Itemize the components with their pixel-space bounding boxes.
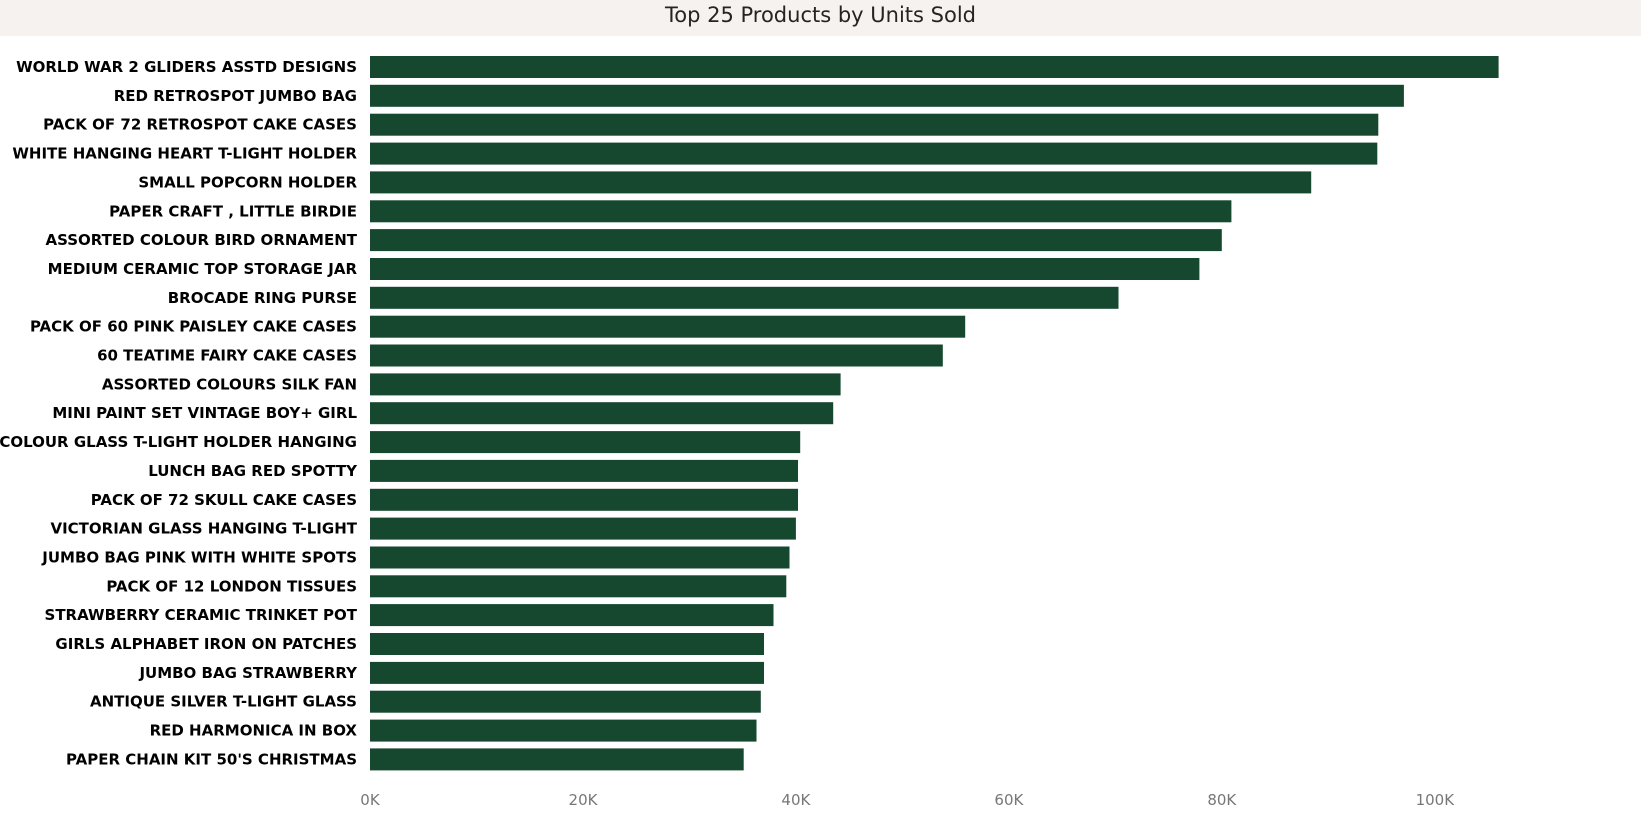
category-label: PACK OF 72 RETROSPOT CAKE CASES xyxy=(43,116,357,134)
bar[interactable] xyxy=(370,517,796,540)
bar[interactable] xyxy=(370,633,764,655)
x-tick-label: 80K xyxy=(1207,791,1237,809)
category-label: PAPER CRAFT , LITTLE BIRDIE xyxy=(109,202,357,220)
x-axis-ticks-group: 0K 20K 40K 60K 80K 100K xyxy=(360,791,1455,809)
bar[interactable] xyxy=(370,258,1200,280)
bar[interactable] xyxy=(370,84,1404,107)
bars-group xyxy=(370,56,1499,771)
category-label: RED RETROSPOT JUMBO BAG xyxy=(114,87,357,105)
bar[interactable] xyxy=(370,575,787,598)
bar[interactable] xyxy=(370,113,1379,136)
bar[interactable] xyxy=(370,719,757,742)
category-label: JUMBO BAG STRAWBERRY xyxy=(138,664,358,682)
category-label: RED HARMONICA IN BOX xyxy=(150,722,358,740)
category-label: VICTORIAN GLASS HANGING T-LIGHT xyxy=(50,520,357,538)
category-label: ASSORTED COLOURS SILK FAN xyxy=(102,375,357,393)
bar[interactable] xyxy=(370,344,943,367)
category-label: 60 TEATIME FAIRY CAKE CASES xyxy=(97,347,357,365)
category-label: PACK OF 72 SKULL CAKE CASES xyxy=(91,491,357,509)
bar[interactable] xyxy=(370,661,764,684)
x-tick-label: 60K xyxy=(994,791,1024,809)
category-label: STRAWBERRY CERAMIC TRINKET POT xyxy=(45,606,358,624)
bar[interactable] xyxy=(370,604,774,627)
x-tick-label: 40K xyxy=(781,791,811,809)
bar[interactable] xyxy=(370,315,966,338)
category-label: PACK OF 12 LONDON TISSUES xyxy=(106,577,357,595)
bar[interactable] xyxy=(370,546,790,569)
bar[interactable] xyxy=(370,56,1499,78)
category-label: WORLD WAR 2 GLIDERS ASSTD DESIGNS xyxy=(16,58,357,76)
bar[interactable] xyxy=(370,171,1312,194)
category-label: PACK OF 60 PINK PAISLEY CAKE CASES xyxy=(30,318,357,336)
bar[interactable] xyxy=(370,286,1119,309)
category-label: WHITE HANGING HEART T-LIGHT HOLDER xyxy=(12,145,357,163)
chart-title: Top 25 Products by Units Sold xyxy=(664,3,976,27)
category-label: MEDIUM CERAMIC TOP STORAGE JAR xyxy=(48,260,358,278)
category-label: COLOUR GLASS T-LIGHT HOLDER HANGING xyxy=(0,433,357,451)
category-label: JUMBO BAG PINK WITH WHITE SPOTS xyxy=(41,549,357,567)
category-label: GIRLS ALPHABET IRON ON PATCHES xyxy=(55,635,357,653)
bar[interactable] xyxy=(370,402,834,425)
category-label: ASSORTED COLOUR BIRD ORNAMENT xyxy=(46,231,358,249)
title-bar xyxy=(0,0,1641,36)
bar[interactable] xyxy=(370,373,841,396)
category-label: LUNCH BAG RED SPOTTY xyxy=(148,462,358,480)
category-labels-group: WORLD WAR 2 GLIDERS ASSTD DESIGNS RED RET… xyxy=(0,58,358,768)
bar[interactable] xyxy=(370,488,798,511)
bar[interactable] xyxy=(370,142,1378,165)
category-label: PAPER CHAIN KIT 50'S CHRISTMAS xyxy=(66,750,357,768)
category-label: ANTIQUE SILVER T-LIGHT GLASS xyxy=(90,693,357,711)
x-tick-label: 0K xyxy=(360,791,381,809)
bar[interactable] xyxy=(370,200,1232,223)
bar[interactable] xyxy=(370,431,801,454)
bar[interactable] xyxy=(370,690,761,713)
x-tick-label: 100K xyxy=(1416,791,1456,809)
x-tick-label: 20K xyxy=(569,791,599,809)
category-label: BROCADE RING PURSE xyxy=(168,289,357,307)
category-label: SMALL POPCORN HOLDER xyxy=(138,173,357,191)
bar[interactable] xyxy=(370,748,744,771)
bar[interactable] xyxy=(370,459,798,482)
category-label: MINI PAINT SET VINTAGE BOY+ GIRL xyxy=(52,404,357,422)
bar[interactable] xyxy=(370,229,1222,252)
